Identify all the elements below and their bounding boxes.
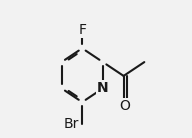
Text: Br: Br xyxy=(64,117,79,131)
Text: O: O xyxy=(120,99,131,113)
Text: N: N xyxy=(97,81,109,95)
Text: F: F xyxy=(78,23,86,37)
